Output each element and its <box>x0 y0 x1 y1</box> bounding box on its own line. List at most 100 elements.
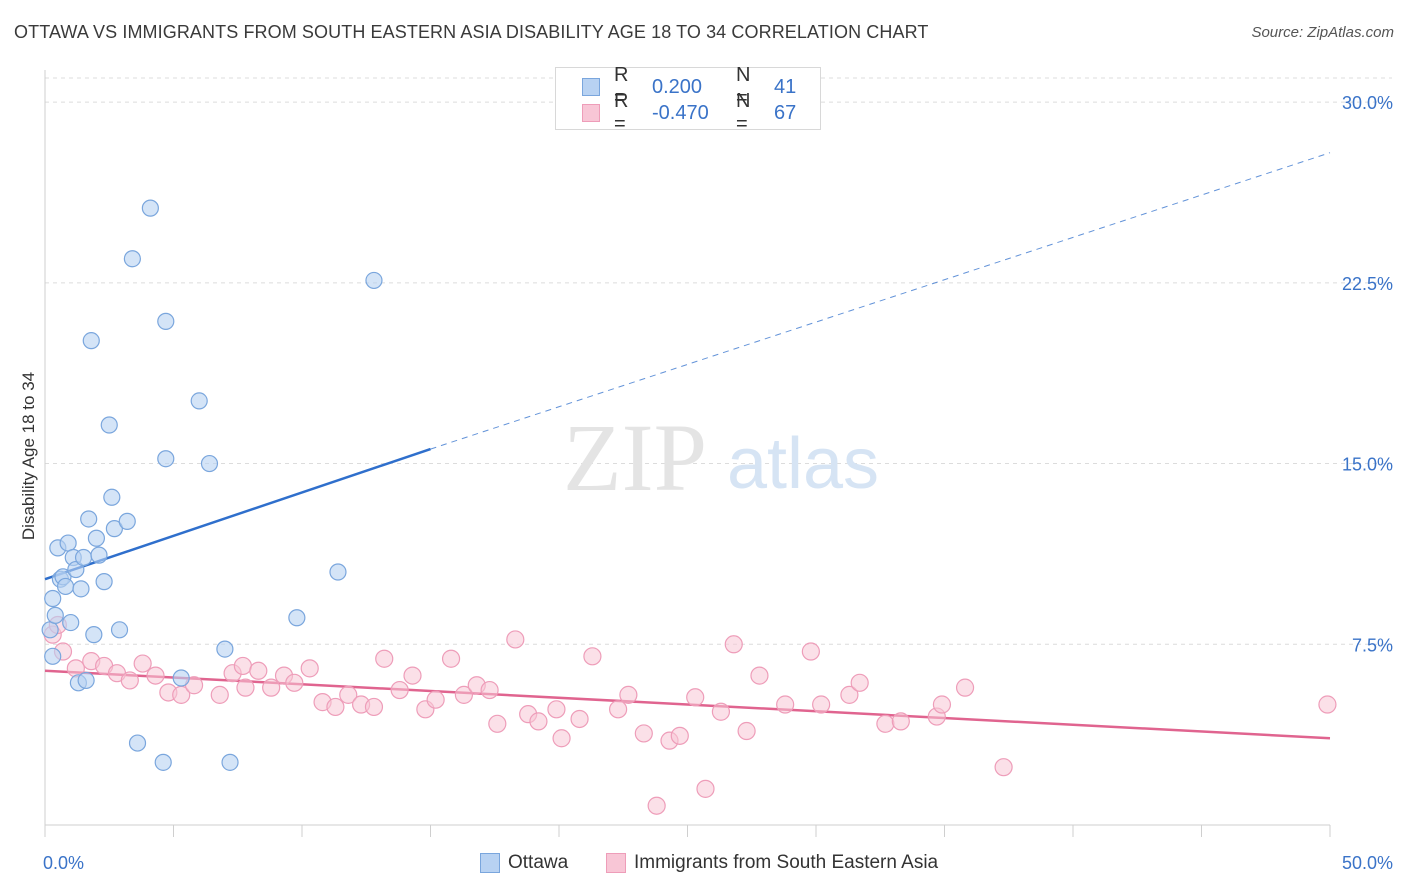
ottawa-point <box>216 640 234 658</box>
asia-point <box>375 649 394 668</box>
asia-point <box>236 678 255 697</box>
x-tick-label: 50.0% <box>1342 853 1393 873</box>
ottawa-point <box>105 520 123 538</box>
r-value: 0.200 <box>652 75 703 98</box>
ottawa-point <box>365 271 383 290</box>
legend-item-ottawa[interactable]: Ottawa <box>480 852 568 874</box>
asia-point <box>390 680 409 700</box>
ottawa-point <box>172 669 190 687</box>
asia-point <box>619 685 638 704</box>
asia-point <box>441 649 461 668</box>
series-asia-points <box>43 615 1337 815</box>
asia-point <box>488 714 507 733</box>
legend-label-ottawa: Ottawa <box>508 852 569 873</box>
asia-point <box>339 685 358 704</box>
grid-lines <box>45 77 1392 645</box>
series-legend: Ottawa Immigrants from South Eastern Asi… <box>0 852 1406 878</box>
ottawa-point <box>72 580 90 598</box>
asia-point <box>696 779 715 798</box>
y-tick-label: 30.0% <box>1342 93 1393 113</box>
watermark: ZIP atlas <box>563 404 879 511</box>
r-value: -0.470 <box>652 101 709 124</box>
ottawa-point <box>44 589 62 608</box>
asia-point <box>285 673 304 692</box>
asia-point <box>426 690 445 709</box>
ottawa-point <box>95 573 113 591</box>
asia-point <box>262 678 281 697</box>
ottawa-point <box>200 454 219 473</box>
ottawa-point <box>103 488 121 506</box>
x-tick-label: 0.0% <box>43 853 84 873</box>
r-label: R = <box>614 64 629 109</box>
asia-point <box>454 685 474 704</box>
asia-point <box>750 666 769 685</box>
n-value: 41 <box>774 75 797 98</box>
ottawa-point <box>80 510 98 528</box>
asia-point <box>1318 695 1337 714</box>
ottawa-point <box>123 250 141 268</box>
ottawa-point <box>74 548 93 567</box>
asia-point <box>737 721 756 741</box>
ottawa-point <box>85 626 103 644</box>
n-label: N = <box>736 64 751 109</box>
asia-point <box>876 714 895 733</box>
axes <box>44 70 1331 837</box>
trend-lines <box>44 152 1331 740</box>
ottawa-point <box>44 647 62 665</box>
ottawa-point <box>329 563 347 581</box>
ottawa-trend-line <box>44 447 431 581</box>
asia-point <box>233 656 252 676</box>
ottawa-point <box>141 199 159 217</box>
asia-point <box>647 796 666 815</box>
asia-point <box>994 758 1013 777</box>
asia-point <box>955 678 975 697</box>
asia-point <box>529 712 548 731</box>
asia-point <box>840 685 859 704</box>
watermark-zip: ZIP <box>563 404 707 511</box>
ottawa-point <box>87 529 106 547</box>
asia-point <box>801 642 820 661</box>
asia-point <box>570 709 589 729</box>
ottawa-point <box>77 671 95 690</box>
asia-point <box>850 673 869 692</box>
tick-labels: 7.5% 15.0% 22.5% 30.0% 0.0% 50.0% <box>43 93 1393 873</box>
n-value: 67 <box>774 101 797 124</box>
ottawa-point <box>221 753 239 771</box>
asia-point <box>120 671 139 690</box>
asia-point <box>146 666 165 685</box>
ottawa-point <box>90 546 108 564</box>
stats-legend: R = 0.200 N = 41 R = -0.470 N = 67 <box>555 64 821 135</box>
asia-point <box>403 666 422 685</box>
watermark-atlas: atlas <box>727 424 879 504</box>
ottawa-point <box>128 734 147 752</box>
n-label: N = <box>736 90 751 135</box>
ottawa-point <box>190 392 208 410</box>
asia-trend-line <box>44 669 1331 740</box>
asia-point <box>724 635 743 654</box>
asia-point <box>609 700 628 719</box>
asia-point <box>670 726 689 745</box>
ottawa-point <box>154 753 172 771</box>
asia-point <box>711 702 731 721</box>
y-tick-label: 7.5% <box>1352 635 1393 655</box>
asia-point <box>364 697 384 717</box>
ottawa-trend-extension <box>430 152 1331 450</box>
asia-point <box>552 729 571 748</box>
ottawa-point <box>59 534 77 552</box>
ottawa-point <box>100 416 118 434</box>
asia-point <box>133 654 152 673</box>
asia-point <box>210 685 229 704</box>
legend-item-asia[interactable]: Immigrants from South Eastern Asia <box>606 852 938 874</box>
ottawa-point <box>67 560 85 579</box>
ottawa-point <box>288 609 306 627</box>
y-tick-label: 15.0% <box>1342 455 1393 475</box>
ottawa-point <box>62 613 80 632</box>
asia-point <box>300 659 319 678</box>
asia-point <box>932 695 952 714</box>
asia-point <box>686 688 705 707</box>
ottawa-point <box>82 332 100 350</box>
ottawa-point <box>118 512 136 530</box>
asia-point <box>547 700 566 719</box>
asia-point <box>891 712 910 731</box>
